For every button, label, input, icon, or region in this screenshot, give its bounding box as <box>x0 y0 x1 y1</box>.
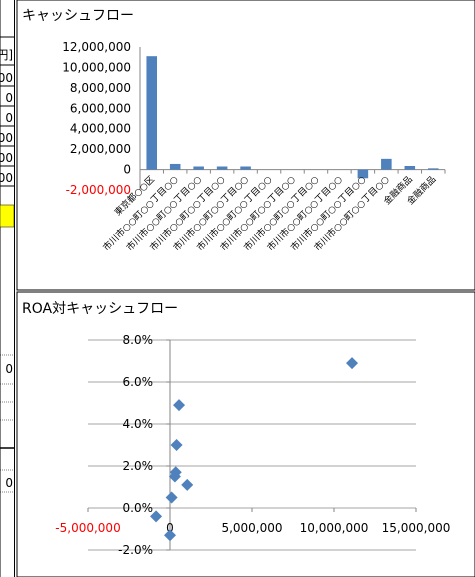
bar-chart-title: キャッシュフロー <box>22 8 134 24</box>
y-tick-label: 0.0% <box>123 501 154 515</box>
bar[interactable] <box>357 169 369 179</box>
bar-chart-frame[interactable] <box>16 0 475 291</box>
y-tick-label: 4.0% <box>123 417 154 431</box>
cell-text[interactable]: 00 <box>0 171 13 185</box>
x-tick-label: -5,000,000 <box>55 521 120 535</box>
bar[interactable] <box>193 166 204 170</box>
cash-flow-bar-chart[interactable]: キャッシュフロー -2,000,000 0 2,000,000 4,000,000 6,… <box>16 0 475 291</box>
scatter-chart-title: ROA対キャッシュフロー <box>22 301 178 317</box>
bar[interactable] <box>404 165 416 170</box>
cell-text[interactable]: 00 <box>0 131 13 145</box>
scatter-chart-frame[interactable] <box>16 291 475 577</box>
cell-text[interactable]: 0 <box>5 362 13 376</box>
bar[interactable] <box>169 163 181 170</box>
roa-vs-cash-flow-scatter-chart[interactable]: ROA対キャッシュフロー -2.0% 0.0% 2.0% 4.0% 6.0% 8.0% -… <box>16 291 475 577</box>
y-tick-label: 4,000,000 <box>70 122 131 136</box>
y-tick-label: -2,000,000 <box>66 183 131 197</box>
x-tick-label: 0 <box>166 521 174 535</box>
bar[interactable] <box>146 56 158 170</box>
y-tick-label: -2.0% <box>118 543 153 557</box>
x-tick-label: 5,000,000 <box>221 521 282 535</box>
bar[interactable] <box>381 158 392 170</box>
y-tick-label: 2.0% <box>123 459 154 473</box>
y-tick-label: 0 <box>123 163 131 177</box>
y-tick-label: 2,000,000 <box>70 142 131 156</box>
y-tick-label: 8.0% <box>123 333 154 347</box>
cell-text[interactable]: 0 <box>5 476 13 490</box>
scatter-point[interactable] <box>170 439 183 451</box>
scatter-point[interactable] <box>181 478 194 491</box>
y-tick-label: 10,000,000 <box>62 60 131 74</box>
sheet-cell-strip: 円] 00 0 0 00 00 00 0 0 <box>0 0 15 577</box>
cell-text[interactable]: 0 <box>5 111 13 125</box>
scatter-point[interactable] <box>346 357 359 370</box>
x-tick-label: 10,000,000 <box>300 521 369 535</box>
cell-text[interactable]: 円] <box>0 48 13 62</box>
scatter-point[interactable] <box>165 491 178 504</box>
bar[interactable] <box>240 166 251 170</box>
cell-text[interactable]: 00 <box>0 71 13 85</box>
y-tick-label: 6.0% <box>123 375 154 389</box>
scatter-point[interactable] <box>173 399 186 412</box>
cell-text[interactable]: 00 <box>0 151 13 165</box>
scatter-point[interactable] <box>164 529 176 542</box>
y-tick-label: 8,000,000 <box>70 81 131 95</box>
highlight-cell[interactable] <box>0 204 15 228</box>
x-tick-label: 15,000,000 <box>382 521 451 535</box>
y-tick-label: 6,000,000 <box>70 101 131 115</box>
y-tick-label: 12,000,000 <box>62 40 131 54</box>
scatter-point[interactable] <box>168 470 181 483</box>
bar[interactable] <box>427 168 439 170</box>
bar[interactable] <box>216 166 228 170</box>
cell-text[interactable]: 0 <box>5 91 13 105</box>
scatter-point[interactable] <box>150 510 163 523</box>
